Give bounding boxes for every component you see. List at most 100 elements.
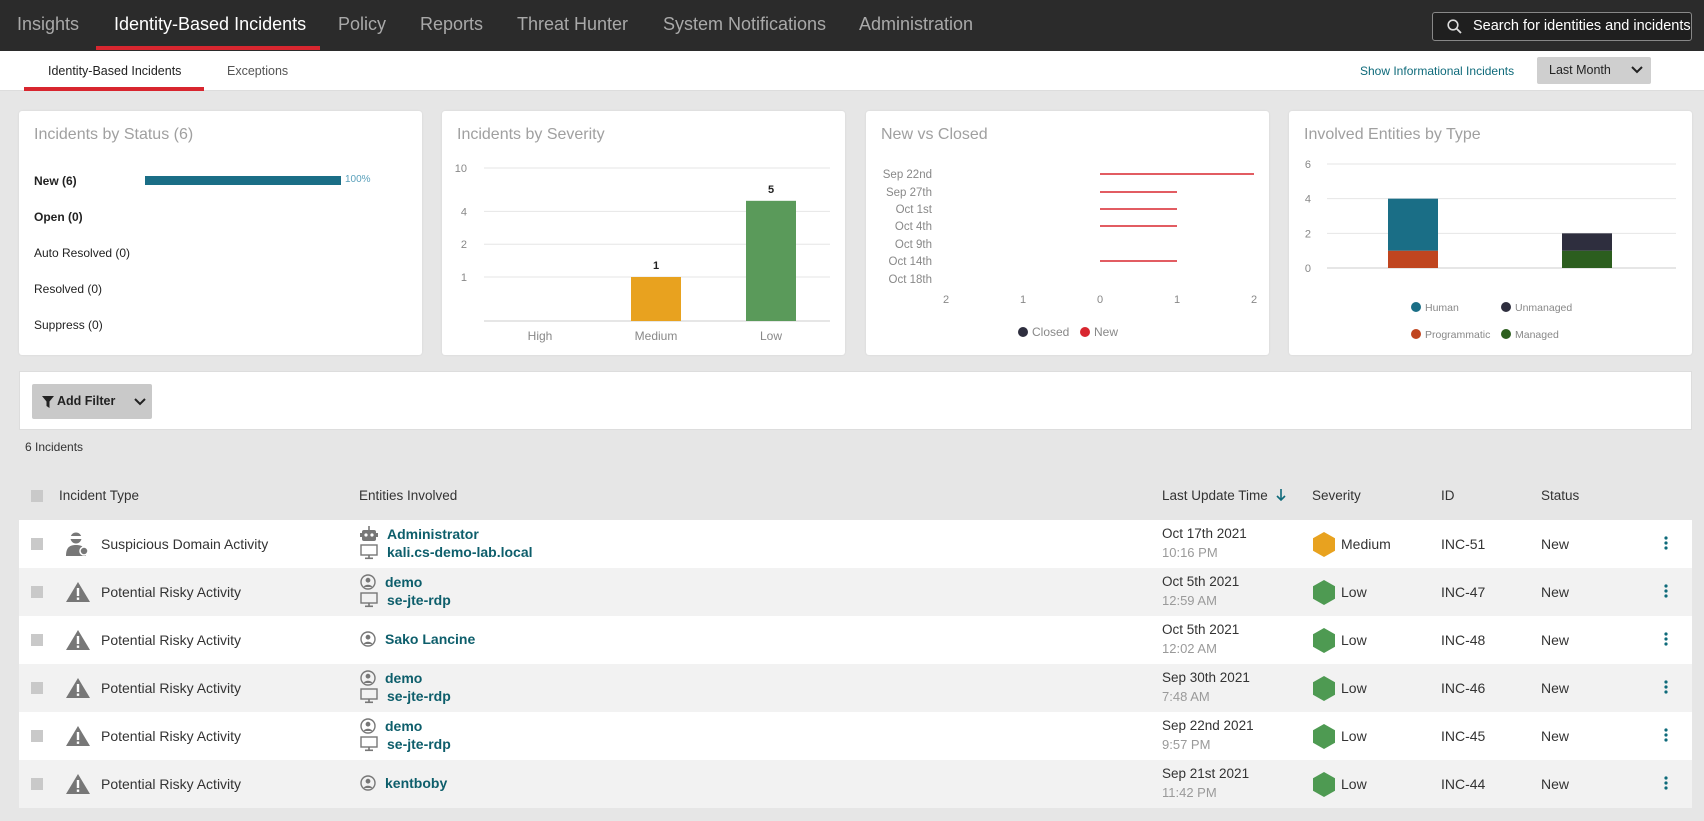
status-open[interactable]: Open (0) — [34, 210, 83, 224]
row-checkbox[interactable] — [31, 586, 43, 598]
entity-link[interactable]: kali.cs-demo-lab.local — [387, 544, 533, 560]
y-tick-label: 4 — [461, 206, 467, 218]
tab-exceptions[interactable]: Exceptions — [227, 64, 289, 78]
nav-administration[interactable]: Administration — [859, 14, 974, 34]
search-input[interactable]: Search for identities and incidents — [1432, 12, 1692, 41]
chevron-down-icon[interactable] — [134, 398, 146, 406]
bar-low[interactable] — [746, 200, 796, 321]
select-all-checkbox[interactable] — [31, 490, 43, 502]
x-tick-label: 2 — [1251, 294, 1257, 306]
incident-status: New — [1541, 680, 1570, 696]
show-informational-link[interactable]: Show Informational Incidents — [1360, 64, 1515, 78]
bar-segment-unmanaged[interactable] — [1562, 233, 1612, 251]
col-entities-involved[interactable]: Entities Involved — [359, 488, 458, 503]
col-id[interactable]: ID — [1441, 488, 1455, 503]
row-actions-kebab-icon[interactable] — [1664, 536, 1668, 555]
col-incident-type[interactable]: Incident Type — [59, 488, 140, 503]
y-tick-label: 6 — [1305, 159, 1311, 171]
tab-identity-based-incidents[interactable]: Identity-Based Incidents — [48, 64, 182, 78]
entity-link[interactable]: kentboby — [385, 775, 448, 791]
filter-bar: Add Filter — [19, 371, 1692, 430]
warning-icon — [65, 677, 91, 704]
search-icon — [1447, 19, 1462, 34]
severity-hexagon-icon — [1312, 676, 1336, 706]
entity-link[interactable]: Sako Lancine — [385, 631, 476, 647]
update-time: 9:57 PM — [1162, 737, 1211, 752]
nav-active-indicator — [96, 46, 320, 50]
x-tick-label: 1 — [1020, 294, 1026, 306]
entity-link[interactable]: se-jte-rdp — [387, 688, 451, 704]
legend-swatch — [1080, 327, 1090, 337]
status-auto-resolved[interactable]: Auto Resolved (0) — [34, 246, 131, 260]
table-row[interactable]: Potential Risky Activity kentboby Sep 21st… — [19, 760, 1692, 808]
row-checkbox[interactable] — [31, 682, 43, 694]
involved-entities-card: Involved Entities by Type 6 4 2 0 Human Unman… — [1289, 111, 1692, 355]
table-row[interactable]: Potential Risky Activity Sako Lancine Oct … — [19, 616, 1692, 664]
incident-type[interactable]: Potential Risky Activity — [101, 776, 242, 792]
card-title: New vs Closed — [881, 126, 988, 143]
computer-icon — [360, 736, 378, 757]
incident-id: INC-47 — [1441, 584, 1486, 600]
status-resolved[interactable]: Resolved (0) — [34, 282, 103, 296]
bar-segment-programmatic[interactable] — [1388, 250, 1438, 268]
incident-type[interactable]: Potential Risky Activity — [101, 632, 242, 648]
row-actions-kebab-icon[interactable] — [1664, 680, 1668, 699]
nav-threat-hunter[interactable]: Threat Hunter — [517, 14, 629, 34]
entity-link[interactable]: demo — [385, 718, 423, 734]
user-icon — [360, 631, 376, 652]
incident-type[interactable]: Potential Risky Activity — [101, 680, 242, 696]
row-actions-kebab-icon[interactable] — [1664, 776, 1668, 795]
col-severity[interactable]: Severity — [1312, 488, 1361, 503]
incident-type[interactable]: Suspicious Domain Activity — [101, 536, 269, 552]
add-filter-button[interactable]: Add Filter — [32, 384, 152, 419]
col-status[interactable]: Status — [1541, 488, 1580, 503]
nav-reports[interactable]: Reports — [420, 14, 484, 34]
update-time: 11:42 PM — [1162, 785, 1217, 800]
severity-label: Low — [1341, 680, 1367, 696]
row-checkbox[interactable] — [31, 778, 43, 790]
search-placeholder: Search for identities and incidents — [1473, 18, 1691, 34]
period-select[interactable]: Last Month — [1537, 57, 1651, 84]
entity-link[interactable]: se-jte-rdp — [387, 736, 451, 752]
robot-icon — [360, 526, 378, 547]
incidents-by-severity-card: Incidents by Severity 10 4 2 1 High 1 Medium 5 L… — [442, 111, 845, 355]
row-checkbox[interactable] — [31, 538, 43, 550]
table-row[interactable]: Potential Risky Activity demo se-jte-rdp Oc… — [19, 568, 1692, 616]
row-actions-kebab-icon[interactable] — [1664, 632, 1668, 651]
row-checkbox[interactable] — [31, 730, 43, 742]
incident-status: New — [1541, 728, 1570, 744]
x-tick-label: Medium — [635, 329, 678, 343]
status-new[interactable]: New (6) — [34, 174, 77, 188]
nav-policy[interactable]: Policy — [338, 14, 387, 34]
severity-hexagon-icon — [1312, 724, 1336, 754]
bar-medium[interactable] — [631, 277, 681, 321]
incident-type[interactable]: Potential Risky Activity — [101, 584, 242, 600]
entity-link[interactable]: Administrator — [387, 526, 479, 542]
add-filter-label: Add Filter — [57, 394, 116, 408]
incident-type[interactable]: Potential Risky Activity — [101, 728, 242, 744]
warning-icon — [65, 725, 91, 752]
tab-active-indicator — [24, 87, 204, 91]
data-label: 5 — [768, 184, 774, 196]
warning-icon — [65, 629, 91, 656]
nav-insights[interactable]: Insights — [17, 14, 80, 34]
nav-system-notifications[interactable]: System Notifications — [663, 14, 827, 34]
row-checkbox[interactable] — [31, 634, 43, 646]
legend-label: Managed — [1515, 329, 1559, 341]
table-header: Incident Type Entities Involved Last Upd… — [19, 480, 1692, 520]
col-last-update-time[interactable]: Last Update Time — [1162, 480, 1286, 512]
bar-segment-managed[interactable] — [1562, 250, 1612, 268]
row-actions-kebab-icon[interactable] — [1664, 584, 1668, 603]
entity-link[interactable]: demo — [385, 670, 423, 686]
incident-status: New — [1541, 584, 1570, 600]
row-actions-kebab-icon[interactable] — [1664, 728, 1668, 747]
bar-segment-human[interactable] — [1388, 198, 1438, 251]
update-date: Sep 30th 2021 — [1162, 670, 1250, 685]
table-row[interactable]: Potential Risky Activity demo se-jte-rdp Se… — [19, 664, 1692, 712]
entity-link[interactable]: demo — [385, 574, 423, 590]
table-row[interactable]: Potential Risky Activity demo se-jte-rdp Se… — [19, 712, 1692, 760]
status-suppress[interactable]: Suppress (0) — [34, 318, 103, 332]
entity-link[interactable]: se-jte-rdp — [387, 592, 451, 608]
table-row[interactable]: Suspicious Domain Activity Administrator k… — [19, 520, 1692, 568]
nav-identity-based-incidents[interactable]: Identity-Based Incidents — [114, 14, 307, 34]
